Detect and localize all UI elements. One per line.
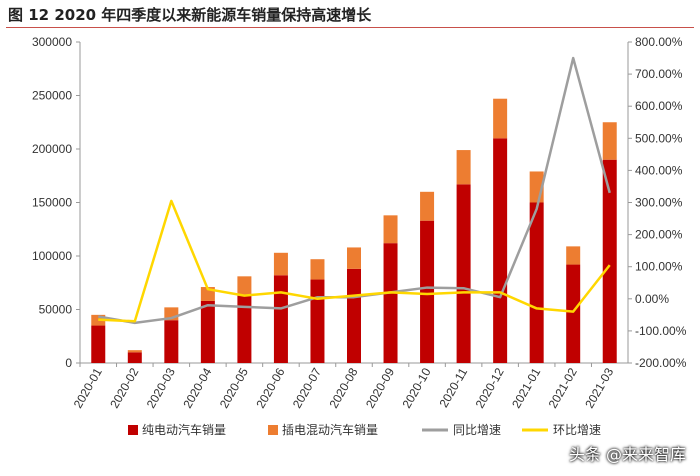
y-left-tick-label: 100000 (32, 249, 72, 263)
bar-phev (456, 150, 471, 185)
y-left-tick-label: 0 (65, 356, 72, 370)
x-tick-label: 2020-11 (436, 365, 470, 410)
title-divider (6, 27, 694, 28)
x-tick-label: 2020-02 (107, 365, 141, 410)
bar-bev (566, 264, 581, 363)
legend-swatch (128, 425, 138, 435)
x-tick-label: 2020-07 (290, 365, 324, 410)
bar-phev (347, 247, 361, 269)
x-tick-label: 2020-04 (180, 365, 214, 410)
x-tick-label: 2020-03 (144, 365, 178, 410)
bar-bev (456, 184, 471, 363)
legend-label: 插电混动汽车销量 (282, 422, 378, 437)
line-series-yoy (98, 56, 611, 325)
bar-bev (200, 300, 215, 363)
y-left-tick-label: 150000 (32, 196, 72, 210)
y-right-tick-label: 700.00% (635, 67, 683, 81)
bar-bev (347, 268, 361, 363)
x-tick-label: 2020-01 (71, 365, 105, 410)
legend-label: 同比增速 (453, 423, 501, 437)
y-right-tick-label: 200.00% (635, 228, 683, 242)
bar-bev (602, 159, 617, 363)
y-right-tick-label: 600.00% (635, 99, 683, 113)
bar-phev (420, 191, 435, 221)
bar-bev (237, 295, 252, 363)
bar-bev (383, 243, 398, 363)
y-right-tick-label: 500.00% (635, 131, 683, 145)
y-left-tick-label: 200000 (32, 142, 72, 156)
bar-phev (237, 276, 252, 296)
bar-bev (529, 202, 544, 363)
x-tick-label: 2020-08 (326, 365, 360, 410)
x-tick-label: 2021-01 (509, 365, 543, 410)
bar-phev (566, 246, 581, 265)
y-left-tick-label: 250000 (32, 89, 72, 103)
bar-phev (273, 252, 288, 276)
legend-swatch (268, 425, 278, 435)
bar-bev (127, 352, 142, 363)
y-right-tick-label: -200.00% (635, 356, 687, 370)
y-right-tick-label: 100.00% (635, 260, 683, 274)
watermark: 头条 @来来智库 (568, 445, 686, 464)
x-tick-label: 2020-06 (253, 365, 287, 410)
legend-label: 环比增速 (553, 423, 601, 437)
x-tick-label: 2020-05 (217, 365, 251, 410)
x-tick-label: 2020-12 (473, 365, 507, 410)
legend-label: 纯电动汽车销量 (142, 422, 226, 437)
line-series-mom (98, 199, 611, 323)
bar-phev (127, 350, 142, 353)
bar-bev (493, 138, 508, 363)
x-tick-label: 2020-10 (400, 365, 434, 410)
bar-phev (602, 122, 617, 160)
y-right-tick-label: 300.00% (635, 196, 683, 210)
y-right-tick-label: 400.00% (635, 163, 683, 177)
bar-bev (273, 275, 288, 363)
y-right-tick-label: 0.00% (635, 292, 669, 306)
bar-bev (420, 220, 435, 363)
y-left-tick-label: 300000 (32, 35, 72, 49)
x-tick-label: 2021-03 (582, 365, 616, 410)
y-left-tick-label: 50000 (39, 303, 73, 317)
x-tick-label: 2021-02 (546, 365, 580, 410)
bar-phev (383, 215, 398, 244)
y-right-tick-label: -100.00% (635, 324, 687, 338)
y-right-tick-label: 800.00% (635, 35, 683, 49)
bar-phev (310, 259, 325, 280)
bar-bev (91, 325, 106, 363)
x-tick-label: 2020-09 (363, 365, 397, 410)
bar-bev (310, 279, 325, 363)
bar-bev (164, 320, 179, 363)
chart-title: 图 12 2020 年四季度以来新能源车销量保持高速增长 (8, 6, 372, 24)
bar-phev (493, 98, 508, 139)
